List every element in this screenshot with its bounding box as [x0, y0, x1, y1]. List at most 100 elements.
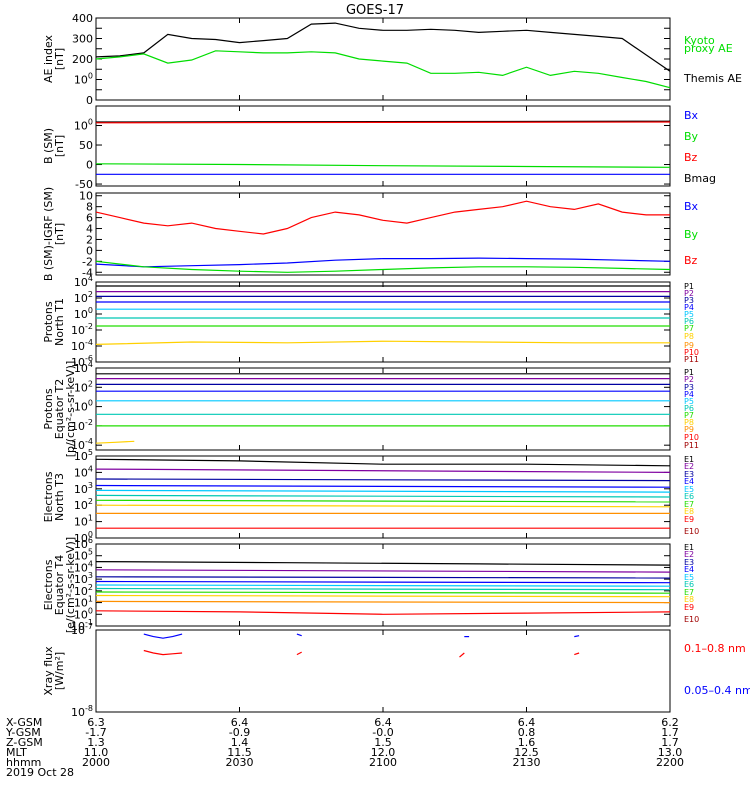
legend-p1: P1: [684, 368, 694, 377]
series-line-by: [95, 260, 671, 273]
series-line-e1: [95, 560, 671, 566]
x-row-value: 12.5: [514, 746, 539, 759]
y-axis-label: Equator T2: [53, 379, 66, 439]
legend-e6: E6: [684, 492, 694, 501]
legend-p1: P1: [684, 282, 694, 291]
y-tick-label: 101: [74, 514, 93, 529]
legend-e3: E3: [684, 470, 694, 479]
series-line-p8: [95, 340, 670, 345]
legend-p9: P9: [684, 425, 694, 434]
y-tick-label: 100: [74, 72, 93, 87]
legend-bz: Bz: [684, 151, 698, 164]
series-line-e5: [95, 489, 671, 493]
x-row-value: 1.7: [661, 726, 679, 739]
y-axis-label: Protons: [42, 388, 55, 429]
y-axis-label: [p/(cm²-s-sr-keV)]: [64, 361, 77, 458]
legend-e7: E7: [684, 588, 694, 597]
x-row-value: 11.5: [227, 746, 252, 759]
legend-p2: P2: [684, 289, 694, 298]
x-row-value: 11.0: [84, 746, 109, 759]
legend-0-1-0-8-nm: 0.1–0.8 nm: [684, 642, 746, 655]
series-line-e1: [95, 458, 671, 467]
legend-bx: Bx: [684, 109, 699, 122]
legend-p10: P10: [684, 348, 699, 357]
series-line-0-1-0-8-nm: [459, 652, 465, 658]
y-axis-label: [e/(cm²-s-sr-keV)]: [64, 537, 77, 633]
legend-e8: E8: [684, 507, 694, 516]
legend-p6: P6: [684, 317, 694, 326]
y-axis-label: Protons: [42, 301, 55, 342]
y-tick-label: 400: [72, 12, 93, 25]
series-line-themis-ae: [95, 22, 671, 72]
series-line-bz: [95, 121, 671, 124]
y-axis-label: [nT]: [53, 48, 66, 70]
x-row-value: -0.9: [229, 726, 250, 739]
x-row-value: 6.2: [661, 716, 679, 729]
x-row-value: 1.5: [374, 736, 392, 749]
y-tick-label: 4: [86, 223, 93, 236]
legend-proxy-ae: proxy AE: [684, 42, 733, 55]
x-row-label: hhmm: [6, 756, 41, 769]
legend-p10: P10: [684, 433, 699, 442]
legend-p3: P3: [684, 383, 694, 392]
legend-p6: P6: [684, 404, 694, 413]
y-tick-label: 0: [86, 244, 93, 257]
legend-p5: P5: [684, 310, 694, 319]
y-tick-label: 10-7: [71, 622, 93, 637]
series-line-0-1-0-8-nm: [574, 652, 580, 656]
y-tick-label: 6: [86, 212, 93, 225]
legend-p11: P11: [684, 355, 699, 364]
panel-frame: [95, 192, 671, 276]
legend-e2: E2: [684, 550, 694, 559]
legend-by: By: [684, 130, 699, 143]
series-line-e8: [95, 594, 671, 598]
legend-e5: E5: [684, 573, 694, 582]
series-line-e4: [95, 484, 671, 488]
series-line-e9: [95, 600, 671, 604]
legend-bz: Bz: [684, 254, 698, 267]
y-axis-label: AE index: [42, 34, 55, 83]
series-line-e2: [95, 468, 671, 473]
x-row-value: 12.0: [371, 746, 396, 759]
y-tick-label: 10-4: [71, 338, 93, 353]
y-axis-label: Equator T4: [53, 555, 66, 615]
y-tick-label: 100: [74, 306, 93, 321]
legend-p9: P9: [684, 341, 694, 350]
legend-p7: P7: [684, 324, 694, 333]
series-line-0-1-0-8-nm: [143, 649, 183, 656]
x-row-value: 2030: [226, 756, 254, 769]
x-row-value: 2200: [656, 756, 684, 769]
y-tick-label: 10-2: [71, 322, 93, 337]
series-line-0-05-0-4-nm: [296, 633, 302, 637]
legend-0-05-0-4-nm: 0.05–0.4 nm: [684, 684, 750, 697]
x-row-value: 1.3: [87, 736, 105, 749]
x-row-value: 1.4: [231, 736, 249, 749]
y-axis-label: Electrons: [42, 471, 55, 522]
series-line-e2: [95, 569, 671, 573]
legend-e9: E9: [684, 603, 694, 612]
x-row-value: -1.7: [85, 726, 106, 739]
y-axis-label: [nT]: [53, 135, 66, 157]
x-row-label: MLT: [6, 746, 27, 759]
series-line-bmag: [95, 120, 671, 123]
x-row-value: 2100: [369, 756, 397, 769]
y-tick-label: 2: [86, 233, 93, 246]
x-row-value: 6.4: [374, 716, 392, 729]
x-row-value: 0.8: [518, 726, 536, 739]
series-line-bz: [95, 200, 670, 235]
y-tick-label: 104: [74, 274, 93, 289]
y-tick-label: 102: [74, 290, 93, 305]
series-line-e4: [95, 580, 671, 584]
x-row-label: X-GSM: [6, 716, 42, 729]
y-axis-label: Electrons: [42, 559, 55, 610]
legend-e1: E1: [684, 543, 694, 552]
date-label: 2019 Oct 28: [6, 766, 74, 779]
y-axis-label: North T3: [53, 473, 66, 521]
x-row-value: 13.0: [658, 746, 683, 759]
x-row-label: Z-GSM: [6, 736, 43, 749]
series-line-by: [95, 163, 671, 168]
